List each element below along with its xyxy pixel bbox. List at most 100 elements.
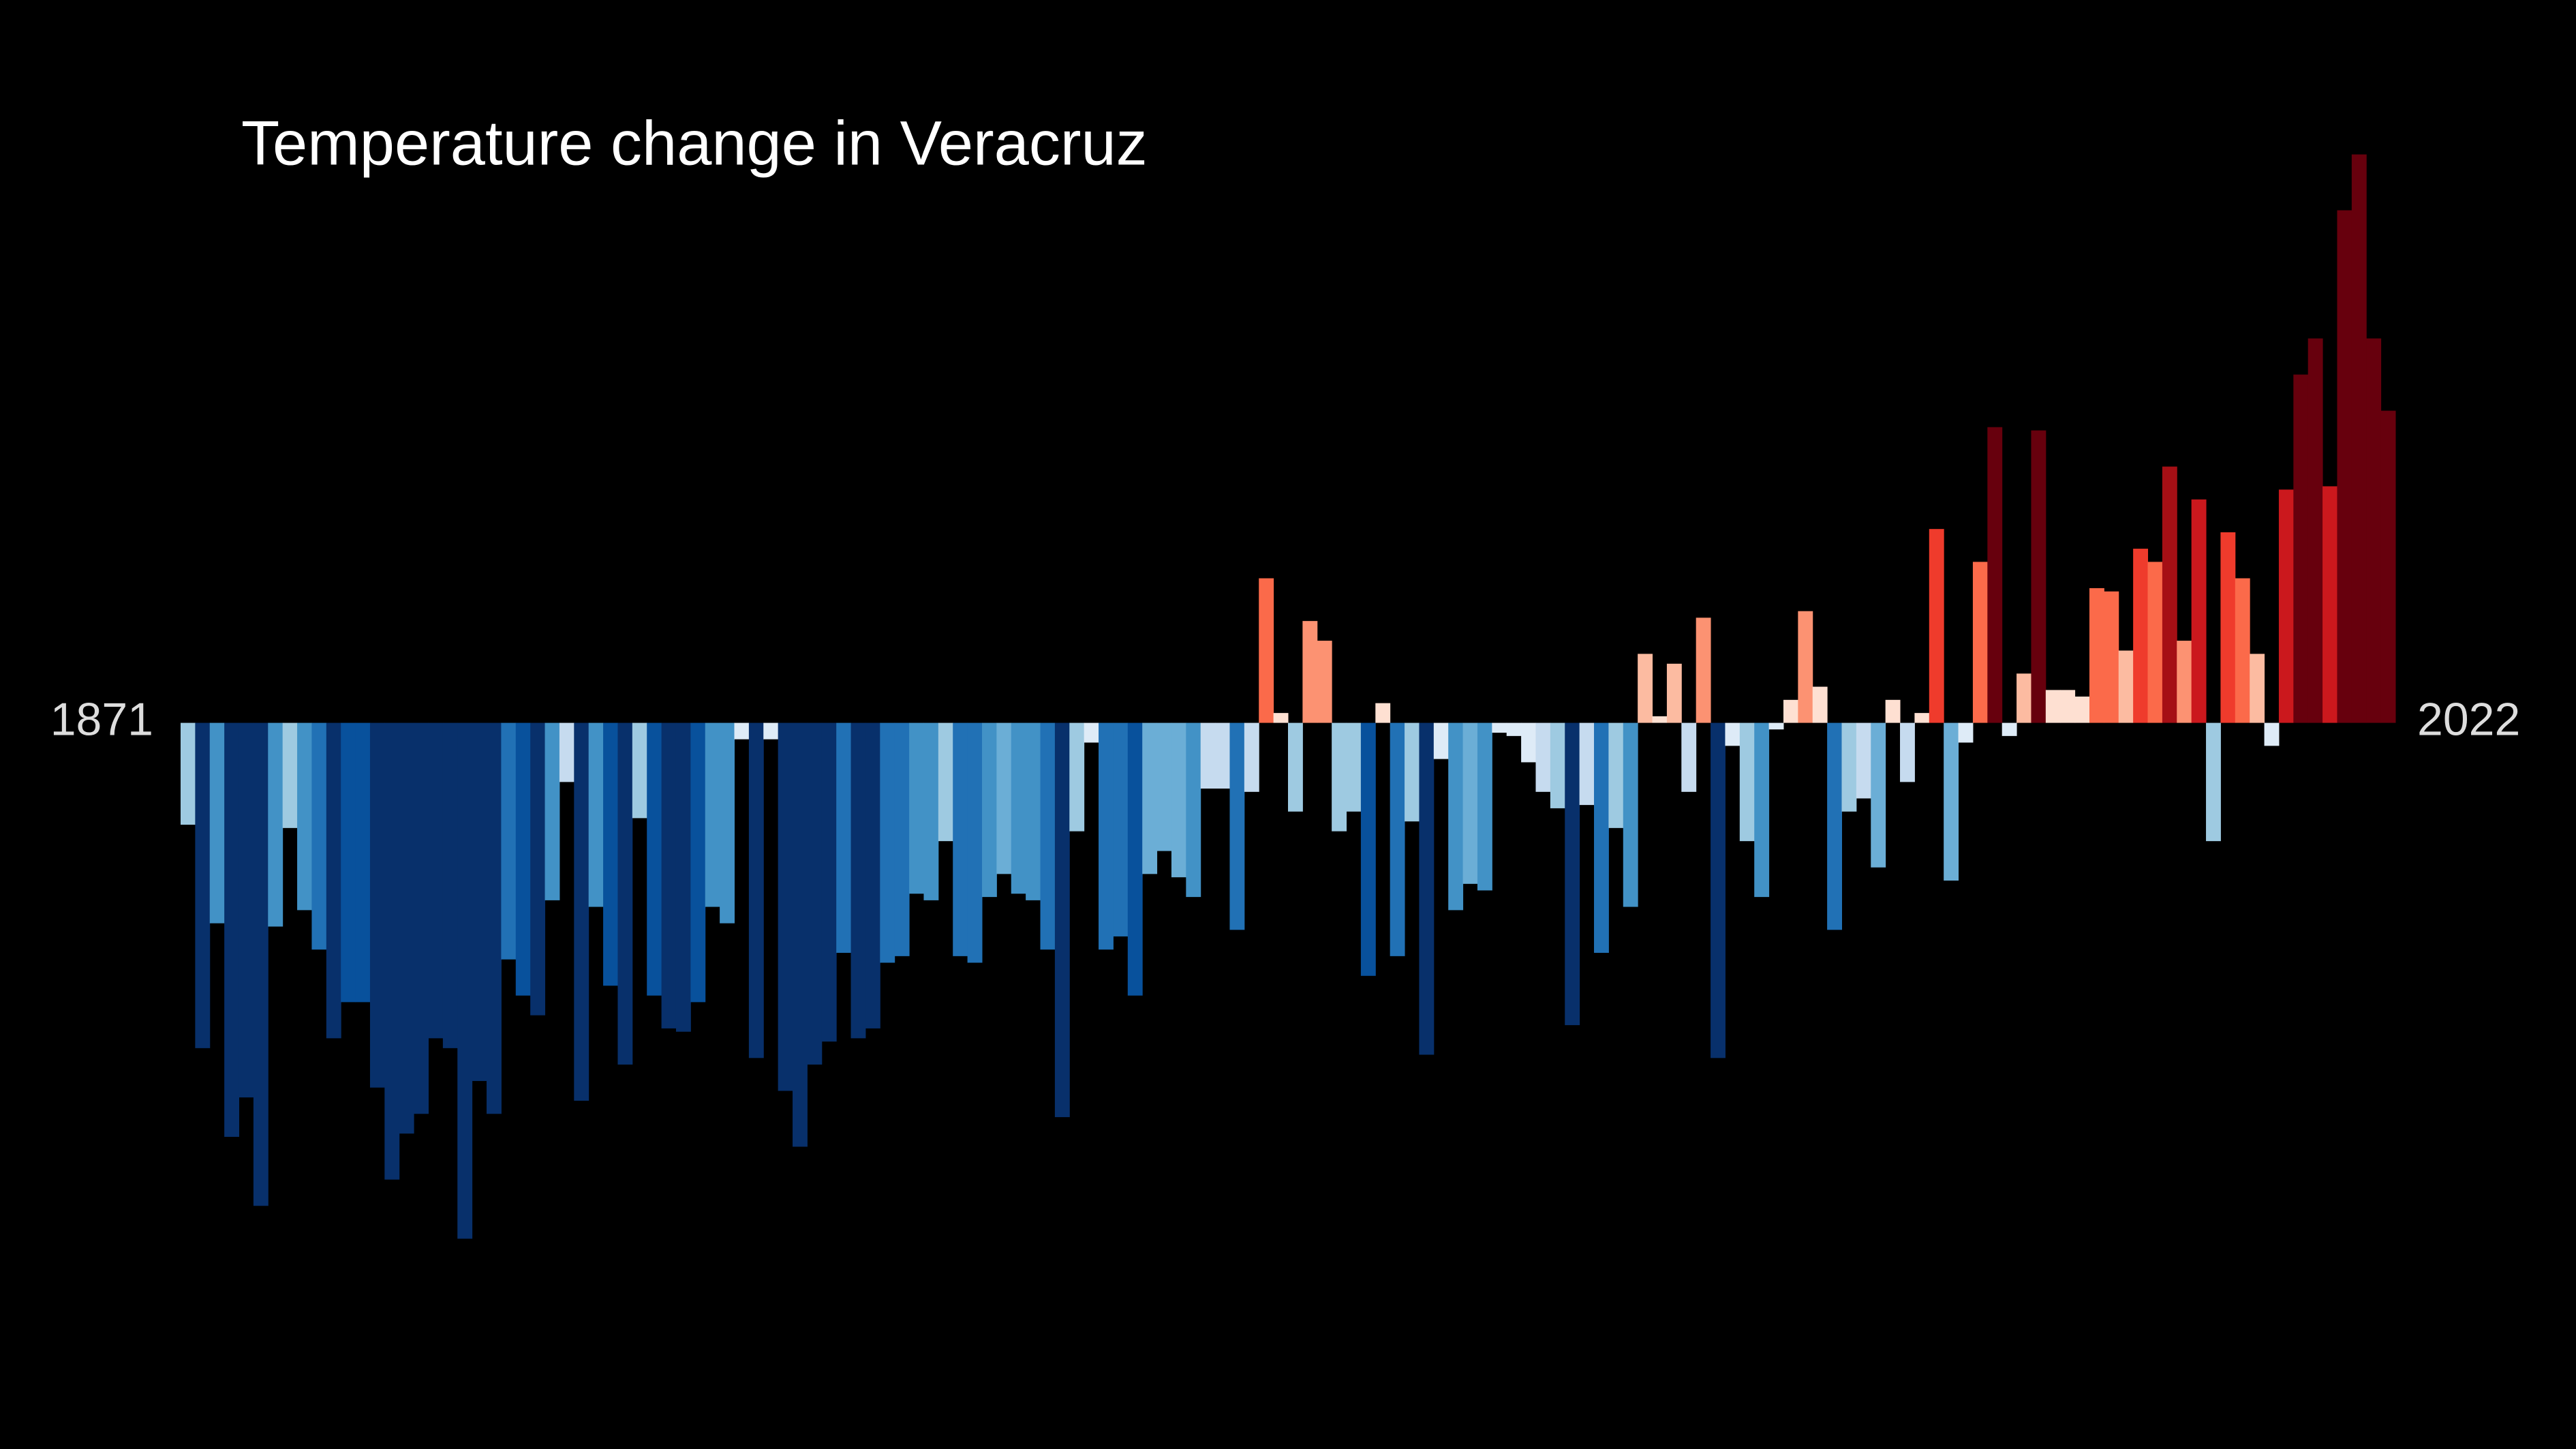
- bar: [1608, 722, 1624, 828]
- bar: [894, 722, 910, 956]
- bar: [1972, 562, 1988, 723]
- bar: [690, 722, 706, 1003]
- bar: [1711, 722, 1726, 1058]
- bar: [2337, 210, 2352, 723]
- bar: [472, 722, 487, 1082]
- bar: [1565, 722, 1580, 1026]
- bar: [632, 722, 647, 819]
- bar: [2089, 588, 2104, 723]
- bar: [224, 722, 240, 1138]
- bar: [1462, 722, 1478, 884]
- bar: [2191, 499, 2207, 723]
- bar: [530, 722, 546, 1016]
- bar: [996, 722, 1012, 874]
- bar: [748, 722, 764, 1058]
- bar: [1725, 722, 1741, 746]
- bar: [1259, 578, 1274, 723]
- bar: [1827, 722, 1842, 930]
- bar: [1666, 663, 1682, 723]
- bar: [2177, 641, 2192, 723]
- bar: [1186, 722, 1201, 898]
- bar: [297, 722, 312, 911]
- bar: [1754, 722, 1770, 898]
- bar: [2133, 549, 2149, 723]
- bar: [428, 722, 444, 1039]
- bar: [2235, 578, 2250, 723]
- bar: [1871, 722, 1886, 868]
- bar: [1127, 722, 1143, 996]
- bar: [515, 722, 531, 996]
- bar: [2104, 591, 2119, 723]
- bar: [2031, 430, 2046, 723]
- bar: [821, 722, 837, 1042]
- bar: [2293, 374, 2309, 723]
- bar: [1798, 611, 1813, 723]
- bar: [1288, 722, 1303, 812]
- bar: [1099, 722, 1114, 950]
- bar: [1638, 654, 1653, 723]
- bar: [1652, 716, 1668, 723]
- bar: [487, 722, 502, 1114]
- bar: [1142, 722, 1158, 874]
- bar: [1069, 722, 1085, 832]
- bar: [1783, 699, 1798, 723]
- bar: [574, 722, 589, 1101]
- bar: [1739, 722, 1755, 842]
- bar: [1332, 722, 1347, 832]
- bar: [311, 722, 327, 950]
- bar: [195, 722, 211, 1048]
- bar: [1215, 722, 1230, 789]
- bar: [1448, 722, 1464, 911]
- bar: [181, 722, 196, 825]
- bar: [414, 722, 429, 1114]
- bar: [1535, 722, 1551, 792]
- bar: [763, 722, 779, 739]
- bar: [1273, 713, 1289, 723]
- bar: [1405, 722, 1420, 822]
- bar: [1375, 703, 1391, 723]
- bar: [720, 722, 735, 924]
- bar: [545, 722, 560, 900]
- bar: [778, 722, 793, 1091]
- bar: [2351, 154, 2367, 723]
- bar: [850, 722, 866, 1039]
- bar: [836, 722, 852, 954]
- bar: [239, 722, 254, 1098]
- bar: [2074, 697, 2090, 723]
- bar: [369, 722, 385, 1088]
- bar: [617, 722, 633, 1065]
- bar: [2206, 722, 2221, 842]
- bar: [981, 722, 997, 898]
- bar: [793, 722, 808, 1147]
- x-tick-label: 1871: [50, 694, 153, 746]
- bar: [1696, 617, 1711, 723]
- bar: [1054, 722, 1070, 1118]
- bar: [1900, 722, 1915, 782]
- bar: [1768, 722, 1784, 730]
- bar: [1244, 722, 1259, 792]
- bar: [282, 722, 298, 828]
- bar: [2322, 486, 2337, 723]
- bar: [2060, 690, 2076, 723]
- bar: [399, 722, 414, 1134]
- bar: [2307, 338, 2323, 723]
- bar: [923, 722, 939, 900]
- bar: [341, 722, 356, 1003]
- bar: [268, 722, 283, 927]
- bar: [1026, 722, 1041, 900]
- bar: [1521, 722, 1536, 763]
- bar: [501, 722, 517, 960]
- bar: [1579, 722, 1595, 806]
- bar: [384, 722, 400, 1180]
- bar: [326, 722, 341, 1039]
- bar: [1171, 722, 1186, 878]
- bar: [1944, 722, 1959, 881]
- bar: [2017, 673, 2031, 723]
- bar: [1477, 722, 1492, 891]
- bar: [457, 722, 473, 1239]
- bar: [2162, 466, 2177, 723]
- bar: [2118, 650, 2134, 723]
- bar: [1419, 722, 1435, 1055]
- bar: [675, 722, 691, 1032]
